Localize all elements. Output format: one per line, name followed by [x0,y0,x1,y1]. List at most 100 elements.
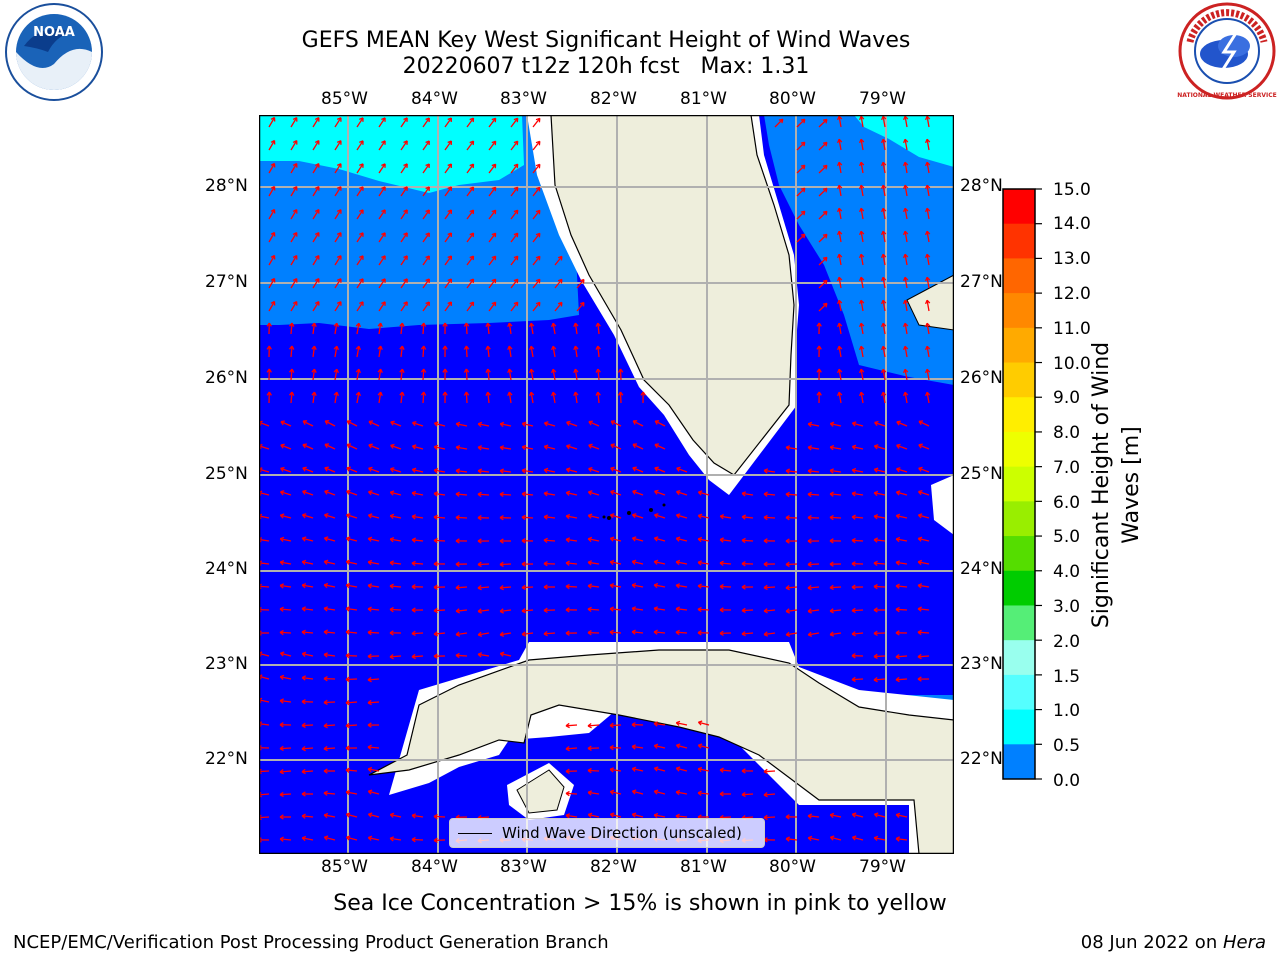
map-legend: Wind Wave Direction (unscaled) [449,818,765,848]
wave-arrow-head [617,368,624,373]
wave-arrow-head [829,444,835,451]
wave-arrow [488,117,497,128]
wave-arrow [896,538,908,542]
wave-arrow [852,516,864,519]
wave-arrow [532,232,541,243]
wave-arrow [851,678,864,681]
wave-arrow [719,562,732,565]
wave-arrow [334,186,342,197]
wave-arrow-head [587,560,593,566]
wave-arrow [698,744,710,749]
wave-arrow [499,632,512,636]
wave-arrow-head [719,791,724,797]
wave-arrow-head [507,368,513,374]
wave-arrow [280,421,292,427]
wave-arrow-head [807,491,812,498]
wave-arrow [444,163,452,174]
wave-arrow [609,724,622,727]
wave-arrow-head [477,608,482,614]
wave-arrow [422,322,425,335]
wave-arrow [422,117,430,128]
wave-arrow-head [587,490,593,496]
wave-arrow-head [565,607,570,613]
wave-arrow [830,422,842,427]
wave-arrow-head [389,490,395,496]
wave-arrow-head [829,835,835,841]
wave-arrow [456,469,468,473]
wave-arrow-head [359,301,364,306]
wave-arrow [487,392,490,404]
wave-arrow-head [323,652,328,658]
wave-arrow-head [535,117,541,123]
wave-arrow [904,300,908,312]
wave-arrow [302,607,314,611]
wave-arrow-head [836,161,843,167]
wave-arrow [290,232,298,243]
wave-arrow-head [399,391,405,396]
wave-arrow-head [785,836,790,842]
wave-arrow [346,631,358,634]
wave-arrow [566,562,578,565]
wave-arrow [763,816,776,819]
wave-arrow [807,563,820,566]
wave-arrow [302,676,314,680]
wave-arrow-head [463,368,470,373]
wave-arrow [676,608,688,611]
wave-arrow-head [288,368,295,373]
colorbar-tick: 0.5 [1053,736,1081,756]
wave-arrow-head [403,232,408,237]
wave-arrow-head [697,560,703,566]
wave-arrow-head [301,629,306,635]
wave-arrow [368,608,380,611]
wave-arrow-head [420,391,427,396]
wave-arrow-head [485,322,491,327]
title-line-2: 20220607 t12z 120h fcst Max: 1.31 [402,54,810,79]
wave-arrow [904,185,908,197]
wave-arrow [434,446,446,450]
wave-arrow [378,186,386,197]
wave-arrow-head [292,232,298,237]
wave-arrow-head [403,301,408,306]
wave-arrow-head [535,186,541,192]
wave-arrow [324,836,336,841]
wave-arrow [554,301,563,312]
wave-arrow-head [587,767,592,774]
wave-arrow-head [499,538,504,544]
colorbar-tick: 4.0 [1053,562,1081,582]
wave-arrow-head [469,255,475,261]
wave-arrow [368,561,380,565]
wave-arrow-head [359,140,364,145]
wave-arrow-head [829,584,834,591]
wave-arrow-head [270,231,276,237]
wave-arrow [566,515,578,519]
wave-arrow-head [858,115,865,121]
wave-arrow-head [345,722,350,729]
wave-arrow [918,514,930,519]
wave-arrow-head [763,514,768,521]
wave-arrow-head [836,299,843,305]
wave-arrow-head [785,584,790,591]
wave-arrow [390,837,402,841]
wave-arrow-head [719,514,725,520]
wave-arrow-head [425,255,430,261]
wave-arrow [477,653,490,657]
wave-arrow-head [528,345,535,351]
wave-arrow [422,345,425,358]
wave-arrow-head [377,368,383,374]
wave-arrow-head [433,444,439,450]
wave-arrow [290,209,298,220]
wave-arrow-head [333,345,339,351]
wave-arrow [838,185,842,197]
wave-arrow [918,561,930,565]
wave-arrow [346,467,358,473]
wave-arrow-head [292,140,298,145]
wave-arrow-head [301,675,306,681]
wave-arrow-head [345,767,350,774]
wave-arrow-head [301,559,307,565]
wave-arrow [926,162,930,174]
wave-arrow-head [324,443,330,449]
wave-arrow-head [411,607,416,613]
wave-arrow-head [323,536,329,542]
wave-arrow [597,392,600,404]
wave-arrow-head [587,583,592,589]
